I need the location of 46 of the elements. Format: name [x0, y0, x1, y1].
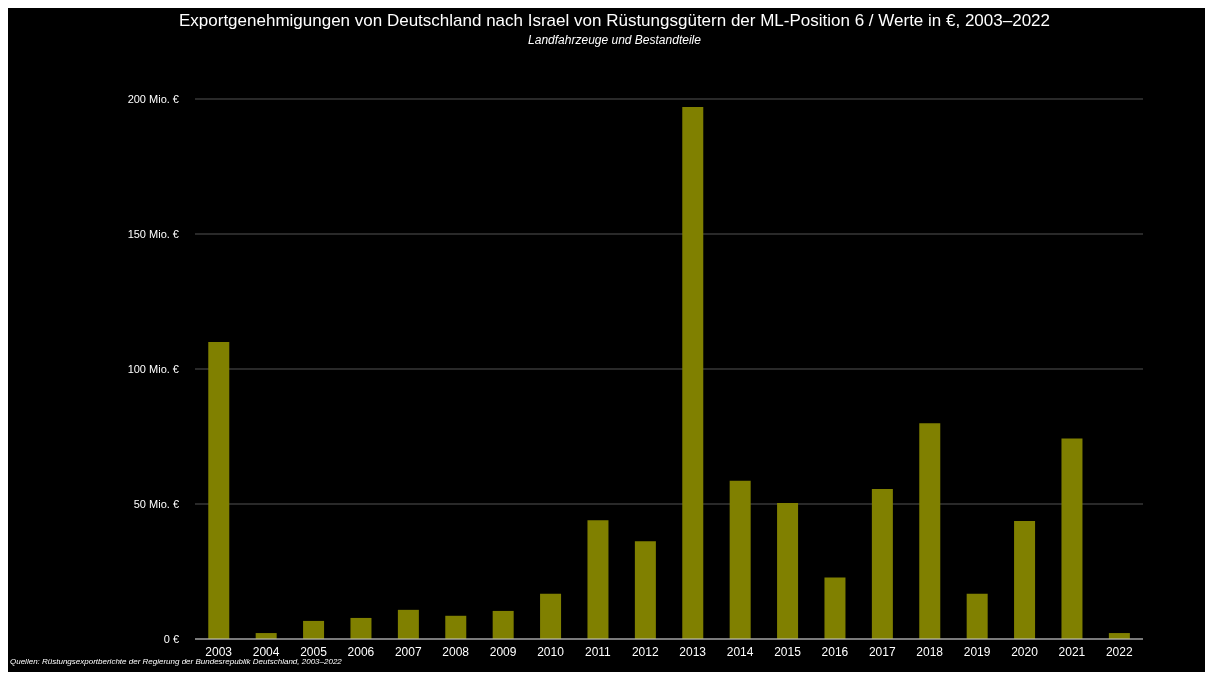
bar: [1014, 521, 1036, 639]
bar: [208, 342, 230, 639]
x-tick-label: 2006: [347, 644, 375, 659]
x-tick-label: 2013: [679, 644, 707, 659]
chart-subtitle: Landfahrzeuge und Bestandteile: [527, 33, 702, 47]
x-tick-label: 2012: [631, 644, 659, 659]
y-tick-label: 0 €: [163, 632, 179, 645]
x-tick-label: 2021: [1058, 644, 1086, 659]
x-tick-label: 2014: [726, 644, 754, 659]
chart-title: Exportgenehmigungen von Deutschland nach Israel von Rüstungsgütern der ML-Position 6 / Werte in €, 2003–2022: [178, 11, 1051, 31]
x-tick-label: 2022: [1105, 644, 1133, 659]
bar: [445, 615, 467, 639]
source-note: Quellen: Rüstungsexportberichte der Regierung der Bundesrepublik Deutschland, 2003–2022: [10, 657, 342, 667]
x-tick-label: 2020: [1011, 644, 1039, 659]
bar: [492, 610, 514, 639]
bar: [303, 620, 325, 639]
bar: [824, 577, 846, 639]
x-tick-label: 2017: [868, 644, 896, 659]
x-tick-label: 2008: [442, 644, 470, 659]
bar: [350, 617, 372, 639]
bar: [966, 593, 988, 639]
x-tick-label: 2007: [394, 644, 422, 659]
bar: [682, 107, 704, 639]
y-tick-label: 150 Mio. €: [127, 227, 179, 240]
x-tick-label: 2003: [205, 644, 233, 659]
x-tick-label: 2010: [537, 644, 565, 659]
bar: [1061, 438, 1083, 639]
bar: [871, 488, 893, 639]
x-tick-label: 2011: [584, 644, 612, 659]
bar: [540, 593, 562, 639]
bar: [587, 520, 609, 639]
y-tick-label: 100 Mio. €: [127, 362, 179, 375]
x-tick-label: 2019: [963, 644, 991, 659]
y-tick-label: 200 Mio. €: [127, 92, 179, 105]
bar: [397, 609, 419, 639]
x-tick-label: 2016: [821, 644, 849, 659]
bar: [634, 541, 656, 639]
x-tick-label: 2005: [300, 644, 328, 659]
x-tick-label: 2004: [252, 644, 280, 659]
bar: [777, 502, 799, 639]
y-tick-label: 50 Mio. €: [133, 497, 179, 510]
bar: [919, 423, 941, 639]
bar: [729, 480, 751, 639]
x-tick-label: 2009: [489, 644, 517, 659]
x-tick-label: 2018: [916, 644, 944, 659]
x-tick-label: 2015: [774, 644, 802, 659]
